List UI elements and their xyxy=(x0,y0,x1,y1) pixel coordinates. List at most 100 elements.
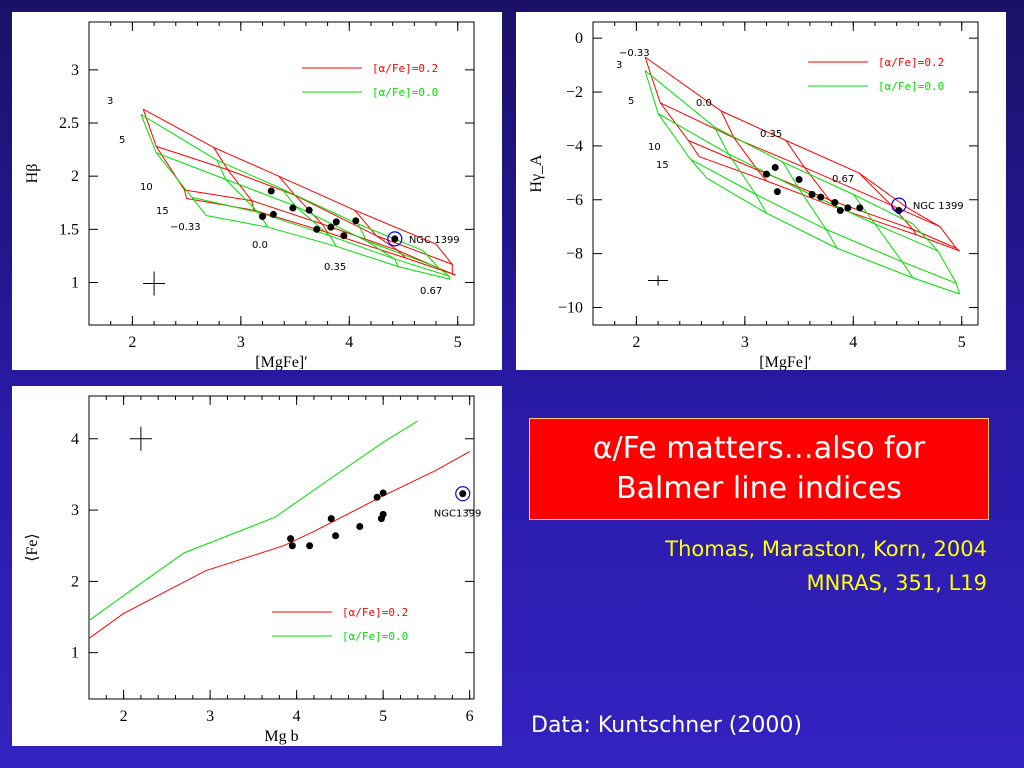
data-point xyxy=(259,213,267,221)
hbeta-vs-mgfe-plot: 2 3 4 5 1 1.5 2 2.5 3 [MgFe]′ Hβ 3 5 10 15−0.33 0.0 0.35… xyxy=(24,21,475,370)
x-tick-label: 4 xyxy=(293,708,301,725)
legend-label: [α/Fe]=0.0 xyxy=(342,630,408,643)
model-age-line xyxy=(706,177,960,295)
model-metallicity-line xyxy=(213,147,255,211)
metallicity-label: 0.0 xyxy=(252,240,268,251)
y-tick-label: −6 xyxy=(566,192,583,209)
model-age-line xyxy=(644,56,908,209)
data-point xyxy=(379,510,387,518)
metallicity-label: −0.33 xyxy=(619,48,650,59)
model-metallicity-line xyxy=(357,223,399,267)
data-point xyxy=(269,210,277,218)
hbeta-vs-mgfe-chart: 2 3 4 5 1 1.5 2 2.5 3 [MgFe]′ Hβ 3 5 10 15 −0.33 0.0 0.35… xyxy=(12,12,502,370)
y-tick-label: 4 xyxy=(71,431,79,448)
data-point xyxy=(763,170,771,178)
hgammaA-vs-mgfe-plot: 2 3 4 5 0 −2 −4 −6 −8 −10 [MgFe]′ Hγ_A 3 5 10 15 −0.33 0.… xyxy=(528,21,979,370)
x-tick-label: 4 xyxy=(345,334,353,351)
ngc1399-ring xyxy=(455,486,471,502)
model-metallicity-line xyxy=(714,126,767,214)
y-tick-label: 2 xyxy=(71,573,79,590)
y-axis-label: ⟨Fe⟩ xyxy=(24,533,41,561)
data-point xyxy=(327,515,335,523)
y-tick-label: 1 xyxy=(71,274,79,291)
y-axis-label: Hγ_A xyxy=(528,154,545,193)
age-label: 15 xyxy=(156,206,169,217)
x-axis-label: Mg b xyxy=(264,728,298,745)
reference-authors: Thomas, Maraston, Korn, 2004 xyxy=(665,537,987,561)
model-metallicity-line xyxy=(858,172,917,236)
model-metallicity-line xyxy=(852,194,914,279)
model-age-line xyxy=(156,152,439,269)
age-label: 3 xyxy=(107,96,113,107)
data-point xyxy=(379,489,387,497)
data-point xyxy=(391,235,399,243)
model-metallicity-line xyxy=(644,70,708,179)
x-axis-label: [MgFe]′ xyxy=(255,354,307,370)
x-tick-label: 2 xyxy=(120,708,128,725)
age-label: 3 xyxy=(616,60,622,71)
y-tick-label: 3 xyxy=(71,62,79,79)
x-tick-label: 3 xyxy=(206,708,214,725)
x-tick-label: 5 xyxy=(379,708,387,725)
metallicity-label: 0.35 xyxy=(324,262,346,273)
age-label: 10 xyxy=(648,142,661,153)
y-tick-label: −2 xyxy=(566,84,583,101)
x-tick-label: 3 xyxy=(741,334,749,351)
slide-title-box: α/Fe matters…also for Balmer line indice… xyxy=(529,418,989,520)
model-metallicity-line xyxy=(435,243,456,276)
data-point xyxy=(267,187,275,195)
data-point xyxy=(306,542,314,550)
legend-label: [α/Fe]=0.2 xyxy=(878,56,944,69)
data-point xyxy=(808,190,816,198)
data-point xyxy=(831,198,839,206)
data-point xyxy=(795,176,803,184)
ngc1399-ring xyxy=(387,231,403,247)
model-metallicity-line xyxy=(278,175,329,233)
plot-frame xyxy=(88,395,475,700)
model-line xyxy=(88,420,419,621)
y-tick-label: −8 xyxy=(566,246,583,263)
metallicity-label: 0.67 xyxy=(420,286,442,297)
data-point xyxy=(352,217,360,225)
metallicity-label: 0.0 xyxy=(696,98,712,109)
data-point xyxy=(773,188,781,196)
metallicity-label: 0.67 xyxy=(832,174,854,185)
data-point xyxy=(289,204,297,212)
data-point xyxy=(844,204,852,212)
model-metallicity-line xyxy=(281,188,337,247)
data-point xyxy=(459,490,467,498)
model-metallicity-line xyxy=(644,56,700,157)
hgammaA-vs-mgfe-chart: 2 3 4 5 0 −2 −4 −6 −8 −10 [MgFe]′ Hγ_A 3 5 10 15 −0.33 0.… xyxy=(516,12,1006,370)
age-label: 10 xyxy=(140,182,153,193)
metallicity-label: 0.35 xyxy=(760,129,782,140)
model-metallicity-line xyxy=(912,223,961,295)
data-point xyxy=(313,225,321,233)
fe-vs-mgb-plot: 2 3 4 5 6 1 2 3 4 Mg b ⟨Fe⟩ NGC1399 [α/Fe]=0.2 [α/Fe]… xyxy=(24,395,481,745)
data-point xyxy=(817,193,825,201)
x-tick-label: 2 xyxy=(128,334,136,351)
legend-label: [α/Fe]=0.2 xyxy=(342,606,408,619)
metallicity-label: −0.33 xyxy=(170,222,201,233)
model-age-line xyxy=(690,158,957,284)
y-tick-label: −10 xyxy=(558,299,583,316)
x-tick-label: 6 xyxy=(466,708,474,725)
y-tick-label: 2 xyxy=(71,168,79,185)
data-point xyxy=(288,542,296,550)
fe-vs-mgb-chart: 2 3 4 5 6 1 2 3 4 Mg b ⟨Fe⟩ NGC1399 [α/Fe]=0.2 [α/Fe]… xyxy=(12,386,502,746)
x-tick-label: 2 xyxy=(632,334,640,351)
plot-frame xyxy=(88,21,475,326)
y-tick-label: 0 xyxy=(575,30,583,47)
model-metallicity-line xyxy=(907,207,960,252)
data-point xyxy=(305,206,313,214)
x-tick-label: 3 xyxy=(237,334,245,351)
data-point xyxy=(373,493,381,501)
legend-label: [α/Fe]=0.2 xyxy=(372,62,438,75)
y-tick-label: −4 xyxy=(566,138,583,155)
reference-journal: MNRAS, 351, L19 xyxy=(806,571,987,595)
data-point xyxy=(332,532,340,540)
x-tick-label: 5 xyxy=(958,334,966,351)
data-point xyxy=(287,535,295,543)
model-metallicity-line xyxy=(140,114,207,216)
data-point xyxy=(771,163,779,171)
slide-title-line2: Balmer line indices xyxy=(616,471,902,506)
